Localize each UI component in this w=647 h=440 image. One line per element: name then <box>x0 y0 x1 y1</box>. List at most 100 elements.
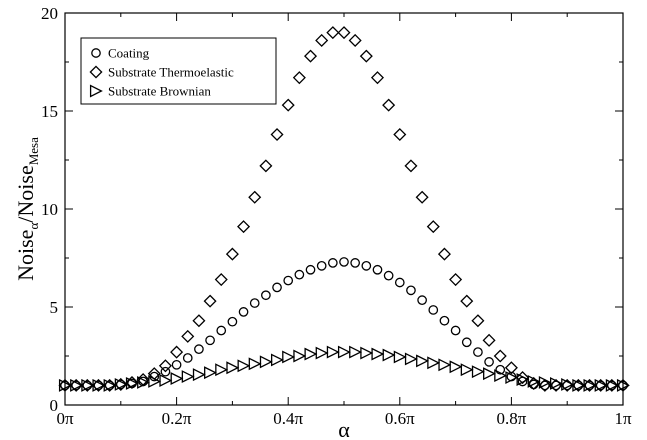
data-point <box>270 128 284 142</box>
data-point <box>549 378 563 392</box>
data-point <box>159 374 173 387</box>
data-point <box>214 273 228 287</box>
data-point <box>160 366 171 377</box>
data-point <box>225 247 239 261</box>
data-point <box>194 344 204 354</box>
data-point <box>304 347 318 361</box>
data-point <box>471 365 485 379</box>
data-point <box>482 333 496 347</box>
data-point <box>226 361 240 375</box>
data-point <box>92 378 106 392</box>
data-point <box>292 71 306 85</box>
data-point <box>473 347 483 357</box>
data-point <box>348 33 362 47</box>
data-series <box>58 26 630 392</box>
data-point <box>549 376 563 390</box>
data-point <box>406 285 416 296</box>
data-point <box>137 376 150 389</box>
data-point <box>103 378 117 392</box>
data-point <box>460 363 474 377</box>
data-point <box>449 360 463 374</box>
data-point <box>80 378 94 392</box>
data-point <box>382 348 396 362</box>
x-tick-label: 0.8π <box>496 409 526 428</box>
legend-box <box>80 37 277 105</box>
x-tick-label: 0.4π <box>273 409 303 428</box>
data-point <box>360 346 374 360</box>
data-point <box>505 371 519 385</box>
data-point <box>493 349 507 363</box>
y-title-base: Noise <box>13 230 38 281</box>
legend-marker <box>89 65 103 79</box>
data-point <box>450 325 461 336</box>
legend-label: Substrate Thermoelastic <box>108 65 234 80</box>
data-point <box>439 315 450 326</box>
data-point <box>426 220 440 234</box>
y-tick-label: 5 <box>50 298 59 317</box>
data-point <box>337 345 351 359</box>
data-point <box>572 378 586 392</box>
data-point <box>125 375 139 389</box>
data-point <box>326 26 340 40</box>
data-point <box>248 357 262 371</box>
x-axis: 0π 0.2π 0.4π 0.6π 0.8π 1π <box>56 13 632 428</box>
data-point <box>203 294 217 308</box>
data-point <box>516 373 530 386</box>
data-point <box>471 314 485 328</box>
data-point <box>516 371 530 385</box>
data-point <box>404 159 418 173</box>
x-tick-label: 0.2π <box>162 409 192 428</box>
data-point <box>305 264 316 275</box>
x-tick-label: 1π <box>614 409 632 428</box>
data-point <box>394 277 405 288</box>
data-point <box>538 376 552 389</box>
series-2 <box>58 345 630 392</box>
series-0 <box>60 257 628 391</box>
data-point <box>237 220 251 234</box>
data-point <box>281 98 295 112</box>
data-point <box>460 294 474 308</box>
data-point <box>205 335 215 346</box>
data-point <box>417 295 427 305</box>
data-point <box>215 363 229 377</box>
y-tick-label: 15 <box>41 102 58 121</box>
data-point <box>315 346 329 360</box>
data-point <box>393 128 407 142</box>
data-point <box>583 378 597 392</box>
data-point <box>216 325 227 336</box>
data-point <box>114 377 128 391</box>
data-point <box>370 71 384 85</box>
data-point <box>359 49 373 63</box>
data-point <box>416 354 429 368</box>
legend-label: Coating <box>108 46 150 61</box>
data-point <box>69 378 83 392</box>
data-point <box>304 49 318 63</box>
data-point <box>461 337 472 348</box>
y-title-denominator-sub: Mesa <box>26 137 41 165</box>
data-point <box>594 378 608 392</box>
data-point <box>259 355 273 369</box>
data-point <box>339 257 349 267</box>
data-point <box>315 33 329 47</box>
data-point <box>270 353 284 367</box>
data-point <box>58 378 72 392</box>
data-point <box>293 349 307 363</box>
data-point <box>349 345 363 359</box>
data-point <box>361 260 372 271</box>
x-tick-label: 0π <box>56 409 74 428</box>
data-point <box>527 375 541 388</box>
data-point <box>237 359 251 373</box>
data-point <box>181 329 195 343</box>
data-point <box>294 269 305 280</box>
data-point <box>327 258 338 268</box>
data-point <box>238 307 249 317</box>
data-point <box>170 372 184 385</box>
data-point <box>192 368 206 382</box>
data-point <box>148 375 162 388</box>
data-point <box>350 258 361 268</box>
data-point <box>371 347 385 361</box>
legend: Coating Substrate Thermoelastic Substrate … <box>80 37 277 105</box>
y-tick-label: 0 <box>50 396 59 415</box>
data-point <box>316 260 327 271</box>
